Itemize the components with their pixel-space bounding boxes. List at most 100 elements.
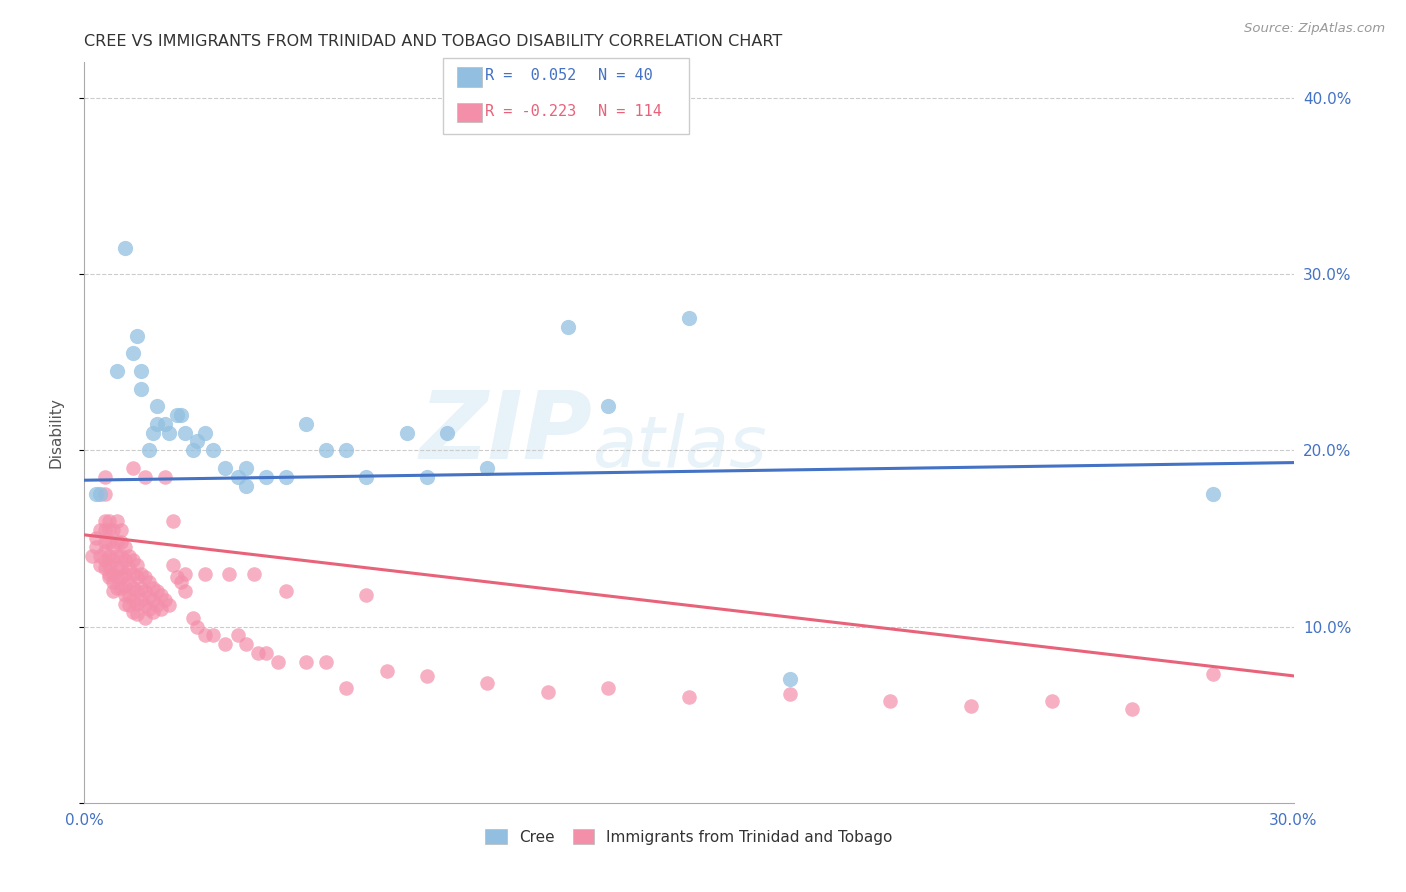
Point xyxy=(114,588,136,602)
Point xyxy=(134,469,156,483)
Point xyxy=(105,364,128,378)
Point xyxy=(86,487,108,501)
Point xyxy=(157,425,180,440)
Point xyxy=(118,549,141,563)
Point xyxy=(101,566,124,581)
Point xyxy=(235,478,257,492)
Point xyxy=(174,566,197,581)
Point xyxy=(315,443,337,458)
Point xyxy=(125,570,148,584)
Point xyxy=(93,543,115,558)
Text: CREE VS IMMIGRANTS FROM TRINIDAD AND TOBAGO DISABILITY CORRELATION CHART: CREE VS IMMIGRANTS FROM TRINIDAD AND TOB… xyxy=(84,34,783,49)
Point xyxy=(537,685,560,699)
Point xyxy=(779,686,801,700)
Point xyxy=(134,599,156,613)
Point xyxy=(129,364,152,378)
Y-axis label: Disability: Disability xyxy=(49,397,63,468)
Point xyxy=(166,570,188,584)
Point xyxy=(235,461,257,475)
Point xyxy=(134,584,156,599)
Point xyxy=(181,443,204,458)
Point xyxy=(214,461,236,475)
Point xyxy=(295,655,318,669)
Point xyxy=(295,417,318,431)
Point xyxy=(153,593,176,607)
Point xyxy=(105,535,128,549)
Point xyxy=(118,575,141,590)
Point xyxy=(335,443,357,458)
Point xyxy=(110,561,132,575)
Point xyxy=(114,552,136,566)
Point xyxy=(142,425,165,440)
Point xyxy=(335,681,357,696)
Point xyxy=(93,561,115,575)
Point xyxy=(375,664,398,678)
Point xyxy=(89,487,111,501)
Point xyxy=(105,581,128,595)
Point xyxy=(1202,487,1225,501)
Point xyxy=(129,566,152,581)
Point xyxy=(93,535,115,549)
Point xyxy=(202,628,225,642)
Point xyxy=(105,570,128,584)
Point xyxy=(97,523,120,537)
Point xyxy=(125,558,148,572)
Point xyxy=(101,552,124,566)
Point xyxy=(356,469,378,483)
Point xyxy=(153,469,176,483)
Point xyxy=(170,575,193,590)
Point xyxy=(93,552,115,566)
Point xyxy=(416,669,439,683)
Point xyxy=(110,570,132,584)
Point xyxy=(114,540,136,554)
Point xyxy=(226,628,249,642)
Point xyxy=(395,425,418,440)
Point xyxy=(101,584,124,599)
Point xyxy=(153,417,176,431)
Point xyxy=(89,523,111,537)
Point xyxy=(267,655,290,669)
Point xyxy=(105,561,128,575)
Point xyxy=(174,584,197,599)
Point xyxy=(779,673,801,687)
Point xyxy=(157,599,180,613)
Point xyxy=(194,566,217,581)
Point xyxy=(93,469,115,483)
Point xyxy=(149,602,172,616)
Point xyxy=(89,558,111,572)
Point xyxy=(678,690,700,704)
Point xyxy=(246,646,269,660)
Point xyxy=(86,540,108,554)
Point xyxy=(174,425,197,440)
Point xyxy=(960,698,983,713)
Point xyxy=(125,584,148,599)
Point xyxy=(97,570,120,584)
Point xyxy=(97,535,120,549)
Point xyxy=(114,597,136,611)
Point xyxy=(93,514,115,528)
Point xyxy=(114,566,136,581)
Point xyxy=(879,693,901,707)
Point xyxy=(416,469,439,483)
Text: R = -0.223: R = -0.223 xyxy=(485,104,576,119)
Point xyxy=(1121,702,1143,716)
Point xyxy=(110,523,132,537)
Point xyxy=(170,408,193,422)
Point xyxy=(1040,693,1063,707)
Point xyxy=(181,610,204,624)
Point xyxy=(110,535,132,549)
Point xyxy=(146,599,169,613)
Text: atlas: atlas xyxy=(592,413,766,482)
Point xyxy=(202,443,225,458)
Point xyxy=(121,552,143,566)
Point xyxy=(125,328,148,343)
Point xyxy=(186,434,208,449)
Point xyxy=(146,584,169,599)
Point xyxy=(149,588,172,602)
Legend: Cree, Immigrants from Trinidad and Tobago: Cree, Immigrants from Trinidad and Tobag… xyxy=(479,823,898,851)
Point xyxy=(110,581,132,595)
Point xyxy=(101,575,124,590)
Point xyxy=(86,532,108,546)
Point xyxy=(142,593,165,607)
Text: N = 40: N = 40 xyxy=(598,69,652,83)
